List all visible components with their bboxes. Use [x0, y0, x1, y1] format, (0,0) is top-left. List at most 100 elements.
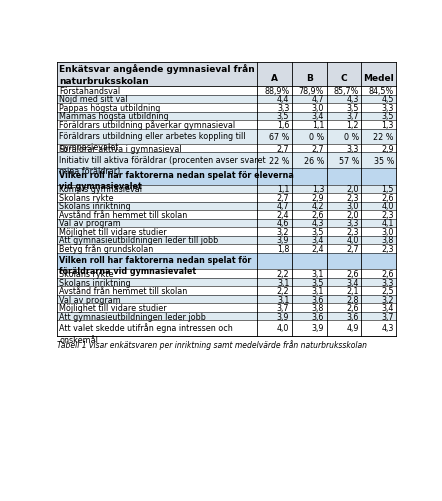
Text: 0 %: 0 %	[344, 132, 359, 141]
Text: 3,3: 3,3	[347, 144, 359, 153]
Text: 3,5: 3,5	[312, 227, 324, 236]
Text: 2,6: 2,6	[347, 304, 359, 313]
Text: 3,9: 3,9	[277, 236, 290, 245]
Text: 2,4: 2,4	[312, 244, 324, 254]
Bar	[57, 211, 396, 219]
Text: 3,3: 3,3	[347, 219, 359, 228]
Text: 3,5: 3,5	[381, 112, 394, 121]
Text: 2,2: 2,2	[277, 270, 290, 279]
Text: 2,6: 2,6	[312, 210, 324, 219]
Text: 3,5: 3,5	[312, 278, 324, 287]
Text: 3,0: 3,0	[381, 227, 394, 236]
Text: 1,3: 1,3	[312, 185, 324, 194]
Text: 84,5%: 84,5%	[369, 87, 394, 96]
Text: 2,8: 2,8	[347, 295, 359, 304]
Text: 3,9: 3,9	[277, 312, 290, 321]
Text: B: B	[305, 74, 312, 83]
Text: 4,2: 4,2	[312, 202, 324, 211]
Text: 4,4: 4,4	[277, 95, 290, 104]
Text: 3,4: 3,4	[347, 278, 359, 287]
Text: 3,2: 3,2	[277, 227, 290, 236]
Text: 57 %: 57 %	[339, 156, 359, 165]
Text: 1,6: 1,6	[277, 121, 290, 130]
Text: 1,1: 1,1	[312, 121, 324, 130]
Text: 2,6: 2,6	[381, 193, 394, 202]
Text: 85,7%: 85,7%	[334, 87, 359, 96]
Text: 3,4: 3,4	[381, 304, 394, 313]
Text: 3,3: 3,3	[277, 104, 290, 113]
Text: 3,8: 3,8	[381, 236, 394, 245]
Bar	[57, 270, 396, 279]
Text: 4,3: 4,3	[381, 324, 394, 333]
Bar	[57, 121, 396, 129]
Bar	[57, 219, 396, 227]
Text: 3,0: 3,0	[312, 104, 324, 113]
Text: 2,9: 2,9	[312, 193, 324, 202]
Text: 3,2: 3,2	[381, 295, 394, 304]
Text: A: A	[271, 74, 278, 83]
Text: 4,5: 4,5	[381, 95, 394, 104]
Text: 2,3: 2,3	[381, 244, 394, 254]
Text: 4,3: 4,3	[347, 95, 359, 104]
Text: 2,7: 2,7	[312, 144, 324, 153]
Text: 2,4: 2,4	[277, 210, 290, 219]
Text: 1,5: 1,5	[381, 185, 394, 194]
Text: Vilken roll har faktorerna nedan spelat för eleverna
vid gymnasievalet: Vilken roll har faktorerna nedan spelat …	[59, 171, 294, 191]
Bar	[57, 63, 396, 87]
Text: Mammas högsta utbildning: Mammas högsta utbildning	[59, 112, 169, 121]
Text: 1,1: 1,1	[277, 185, 290, 194]
Text: Att gymnasieutbildningen leder jobb: Att gymnasieutbildningen leder jobb	[59, 312, 206, 321]
Bar	[57, 129, 396, 145]
Text: 2,3: 2,3	[347, 193, 359, 202]
Text: 3,7: 3,7	[347, 112, 359, 121]
Text: 78,9%: 78,9%	[299, 87, 324, 96]
Text: 2,5: 2,5	[381, 287, 394, 296]
Text: Avstånd från hemmet till skolan: Avstånd från hemmet till skolan	[59, 210, 187, 219]
Text: 1,3: 1,3	[381, 121, 394, 130]
Bar	[57, 202, 396, 211]
Text: Skolans rykte: Skolans rykte	[59, 270, 114, 279]
Text: 2,0: 2,0	[347, 185, 359, 194]
Text: 2,2: 2,2	[277, 287, 290, 296]
Text: Tabell 1 visar enkätsvaren per inriktning samt medelvärde från naturbruksskolan: Tabell 1 visar enkätsvaren per inriktnin…	[57, 339, 367, 349]
Text: 2,7: 2,7	[347, 244, 359, 254]
Text: Pappas högsta utbildning: Pappas högsta utbildning	[59, 104, 160, 113]
Text: 2,3: 2,3	[381, 210, 394, 219]
Text: 2,9: 2,9	[381, 144, 394, 153]
Text: 3,5: 3,5	[277, 112, 290, 121]
Text: 4,3: 4,3	[312, 219, 324, 228]
Text: 3,4: 3,4	[312, 112, 324, 121]
Bar	[57, 168, 396, 185]
Text: Skolans inriktning: Skolans inriktning	[59, 202, 131, 211]
Text: 2,1: 2,1	[347, 287, 359, 296]
Text: 2,6: 2,6	[381, 270, 394, 279]
Text: 3,8: 3,8	[312, 304, 324, 313]
Text: 4,7: 4,7	[312, 95, 324, 104]
Text: Möjlighet till vidare studier: Möjlighet till vidare studier	[59, 227, 167, 236]
Text: 2,7: 2,7	[277, 144, 290, 153]
Text: 3,3: 3,3	[381, 278, 394, 287]
Text: Föräldrars utbildning eller arbetes koppling till
gymnasievalet: Föräldrars utbildning eller arbetes kopp…	[59, 132, 246, 152]
Text: C: C	[341, 74, 347, 83]
Text: Kompis gymnasieval: Kompis gymnasieval	[59, 185, 142, 194]
Text: 0 %: 0 %	[309, 132, 324, 141]
Text: Val av program: Val av program	[59, 219, 121, 228]
Text: 4,1: 4,1	[381, 219, 394, 228]
Bar	[57, 312, 396, 321]
Text: 2,0: 2,0	[347, 210, 359, 219]
Text: Vilken roll har faktorerna nedan spelat för
föräldrarna vid gymnasievalet: Vilken roll har faktorerna nedan spelat …	[59, 256, 251, 276]
Text: 3,6: 3,6	[312, 312, 324, 321]
Text: Föräldrars utbildning påverkar gymnasieval: Föräldrars utbildning påverkar gymnasiev…	[59, 120, 235, 130]
Text: 1,8: 1,8	[277, 244, 290, 254]
Text: 2,7: 2,7	[277, 193, 290, 202]
Text: Nöjd med sitt val: Nöjd med sitt val	[59, 95, 128, 104]
Bar	[57, 112, 396, 121]
Bar	[57, 104, 396, 112]
Text: 2,6: 2,6	[347, 270, 359, 279]
Text: 3,4: 3,4	[312, 236, 324, 245]
Text: Att valet skedde utifrån egna intressen och
önskemål: Att valet skedde utifrån egna intressen …	[59, 323, 233, 344]
Text: 2,3: 2,3	[347, 227, 359, 236]
Bar	[57, 153, 396, 168]
Text: 3,0: 3,0	[347, 202, 359, 211]
Bar	[57, 244, 396, 253]
